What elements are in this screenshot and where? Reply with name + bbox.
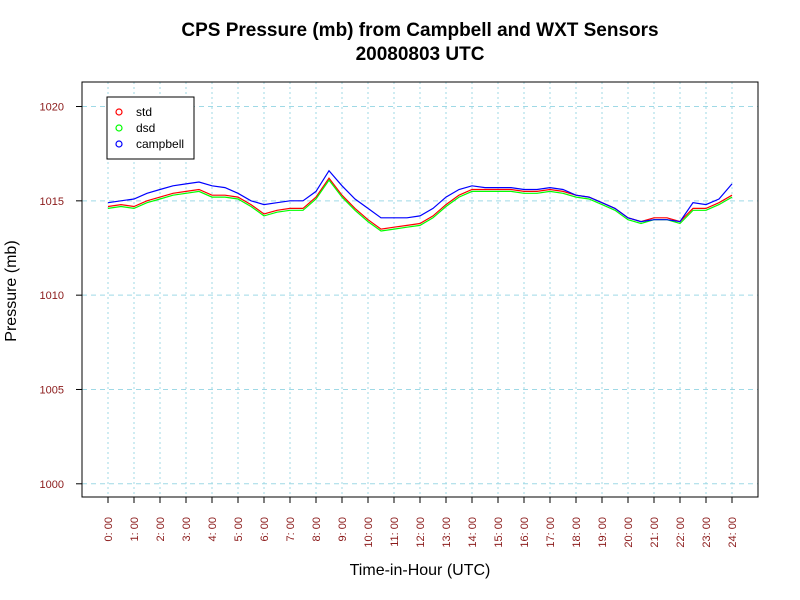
x-tick-label: 7: 00 bbox=[285, 517, 297, 541]
legend-label-campbell: campbell bbox=[136, 137, 184, 151]
series-line-dsd bbox=[107, 179, 733, 232]
y-tick-label: 1020 bbox=[40, 102, 64, 114]
y-tick-label: 1005 bbox=[40, 384, 64, 396]
series-lines bbox=[107, 169, 733, 232]
y-tick-label: 1015 bbox=[40, 196, 64, 208]
x-tick-label: 8: 00 bbox=[311, 517, 323, 541]
y-tick-label: 1000 bbox=[40, 479, 64, 491]
x-tick-label: 9: 00 bbox=[337, 517, 349, 541]
x-tick-label: 14: 00 bbox=[467, 517, 479, 548]
x-tick-label: 11: 00 bbox=[389, 517, 401, 547]
y-axis-label: Pressure (mb) bbox=[3, 240, 20, 342]
x-tick-label: 22: 00 bbox=[675, 517, 687, 548]
x-tick-label: 2: 00 bbox=[155, 517, 167, 541]
x-tick-label: 24: 00 bbox=[727, 517, 739, 548]
x-tick-label: 13: 00 bbox=[441, 517, 453, 548]
x-tick-label: 3: 00 bbox=[181, 517, 193, 541]
x-tick-label: 21: 00 bbox=[649, 517, 661, 548]
legend-marker-std bbox=[115, 108, 123, 116]
x-axis-ticks: 0: 00 1: 00 2: 00 3: 00 4: 00 5: 00 6: 00 7: 00… bbox=[103, 497, 739, 548]
x-tick-label: 10: 00 bbox=[363, 517, 375, 548]
series-line-campbell bbox=[107, 169, 733, 223]
x-tick-label: 18: 00 bbox=[571, 517, 583, 548]
x-tick-label: 1: 00 bbox=[129, 517, 141, 541]
legend-label-std: std bbox=[136, 105, 152, 119]
y-axis-ticks: 1000 1005 1010 1015 1020 bbox=[40, 102, 82, 491]
legend-marker-dsd bbox=[115, 124, 123, 132]
x-tick-label: 16: 00 bbox=[519, 517, 531, 548]
chart-subtitle: 20080803 UTC bbox=[355, 44, 485, 65]
legend: std dsd campbell bbox=[106, 96, 195, 160]
grid-lines bbox=[82, 82, 758, 497]
x-tick-label: 12: 00 bbox=[415, 517, 427, 548]
legend-label-dsd: dsd bbox=[136, 121, 155, 135]
x-tick-label: 23: 00 bbox=[701, 517, 713, 548]
x-tick-label: 19: 00 bbox=[597, 517, 609, 548]
x-tick-label: 17: 00 bbox=[545, 517, 557, 548]
x-tick-label: 0: 00 bbox=[103, 517, 115, 541]
y-tick-label: 1010 bbox=[40, 290, 64, 302]
x-tick-label: 5: 00 bbox=[233, 517, 245, 541]
x-tick-label: 4: 00 bbox=[207, 517, 219, 541]
chart-title: CPS Pressure (mb) from Campbell and WXT … bbox=[181, 20, 659, 41]
x-axis-label: Time-in-Hour (UTC) bbox=[349, 562, 491, 579]
x-tick-label: 20: 00 bbox=[623, 517, 635, 548]
legend-marker-campbell bbox=[115, 140, 123, 148]
x-tick-label: 15: 00 bbox=[493, 517, 505, 548]
x-tick-label: 6: 00 bbox=[259, 517, 271, 541]
